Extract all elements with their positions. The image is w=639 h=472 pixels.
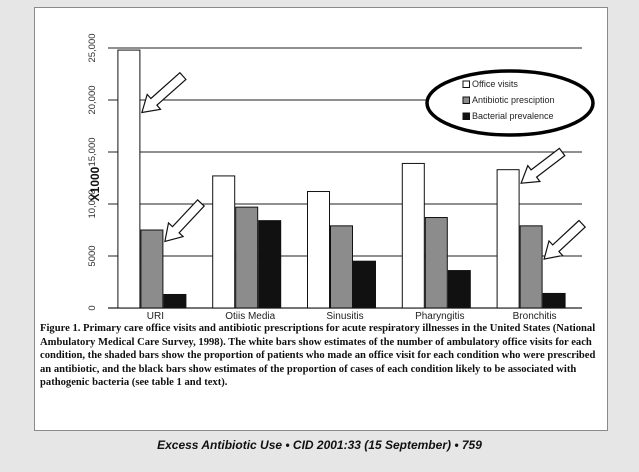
x-axis-ticks: URI Otiis Media Sinusitis Pharyngitis Bronch… — [147, 311, 557, 322]
bar-antibiotic-prescription — [424, 217, 448, 309]
bar-office-visits — [117, 49, 141, 309]
x-tick-label: URI — [147, 311, 164, 322]
y-axis-ticks: 0 5000 10,000 15,000 20,000 25,000 — [87, 33, 98, 310]
y-tick-label: 20,000 — [87, 85, 98, 114]
annotation-arrow — [141, 71, 187, 114]
annotation-arrow — [164, 199, 206, 243]
bar-bacterial-prevalence — [542, 292, 566, 309]
y-tick-label: 0 — [87, 305, 98, 310]
citation: Excess Antibiotic Use • CID 2001:33 (15 … — [157, 438, 482, 452]
bar-bacterial-prevalence — [163, 293, 187, 309]
bar-office-visits — [307, 191, 330, 309]
legend-entry: Bacterial prevalence — [472, 111, 554, 121]
bar-office-visits — [401, 162, 425, 309]
legend: Office visits Antibiotic presciption Bacte… — [425, 69, 595, 137]
y-tick-label: 15,000 — [87, 137, 98, 166]
y-tick-label: 25,000 — [87, 33, 98, 62]
y-axis-label: X1000 — [88, 166, 102, 201]
bar-antibiotic-prescription — [330, 225, 353, 309]
bar-bacterial-prevalence — [258, 220, 282, 309]
annotation-arrows — [141, 71, 587, 260]
bar-antibiotic-prescription — [235, 206, 259, 309]
legend-swatch — [462, 96, 470, 104]
y-tick-label: 10,000 — [87, 189, 98, 218]
bar-bacterial-prevalence — [447, 270, 471, 309]
legend-entry: Office visits — [472, 79, 518, 89]
legend-entry: Antibiotic presciption — [472, 95, 555, 105]
legend-swatch — [462, 80, 470, 88]
annotation-arrow — [520, 147, 566, 184]
bar-bacterial-prevalence — [353, 260, 376, 309]
bar-antibiotic-prescription — [140, 229, 164, 309]
x-tick-label: Sinusitis — [326, 311, 363, 322]
legend-swatch — [462, 112, 470, 120]
y-tick-label: 5000 — [87, 245, 98, 266]
bar-office-visits — [212, 175, 236, 309]
figure-caption: Figure 1. Primary care office visits and… — [40, 323, 596, 389]
x-tick-label: Bronchitis — [513, 311, 557, 322]
x-tick-label: Pharyngitis — [415, 311, 464, 322]
x-tick-label: Otiis Media — [225, 311, 275, 322]
bars — [117, 49, 566, 309]
annotation-arrow — [543, 219, 587, 260]
bar-antibiotic-prescription — [519, 225, 543, 309]
bar-office-visits — [496, 169, 520, 309]
